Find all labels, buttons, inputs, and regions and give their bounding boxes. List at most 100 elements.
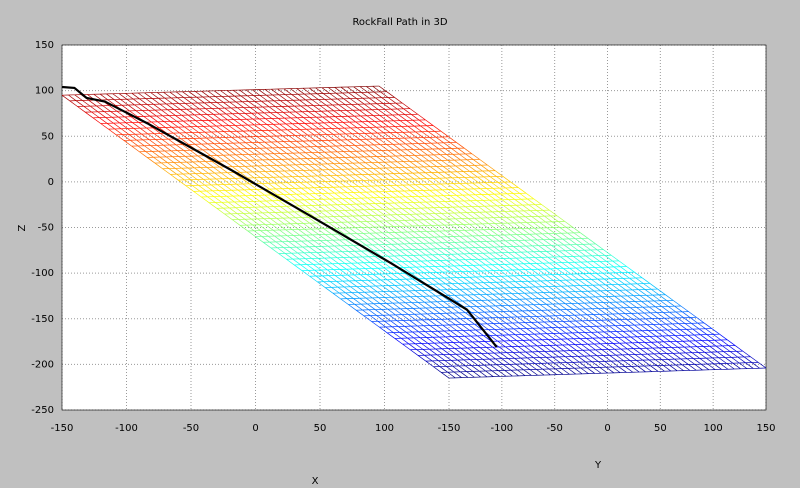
mesh-line	[323, 175, 332, 182]
mesh-line	[170, 174, 179, 181]
mesh-line	[190, 179, 199, 186]
mesh-line	[497, 287, 506, 295]
mesh-line	[537, 268, 546, 276]
mesh-line	[613, 290, 622, 297]
mesh-line	[446, 289, 455, 296]
mesh-line	[420, 284, 429, 291]
mesh-line	[375, 150, 384, 157]
mesh-line	[303, 252, 313, 259]
mesh-line	[449, 195, 458, 202]
mesh-line	[276, 165, 285, 172]
mesh-line	[669, 364, 678, 372]
mesh-line	[559, 280, 568, 287]
mesh-line	[254, 101, 263, 108]
mesh-line	[724, 357, 734, 364]
mesh-line	[612, 343, 622, 350]
mesh-line	[463, 171, 472, 178]
mesh-line	[473, 294, 482, 301]
mesh-line	[268, 106, 278, 113]
mesh-line	[330, 257, 339, 264]
mesh-line	[493, 299, 503, 306]
mesh-line	[522, 363, 531, 370]
mesh-line	[357, 209, 366, 216]
mesh-line	[425, 201, 434, 209]
mesh-line	[510, 340, 519, 347]
mesh-line	[393, 332, 402, 339]
mesh-line	[346, 110, 355, 117]
mesh-line	[221, 96, 230, 103]
mesh-line	[360, 115, 369, 122]
mesh-line	[610, 307, 620, 315]
mesh-line	[481, 353, 490, 360]
mesh-line	[159, 156, 168, 163]
mesh-line	[351, 157, 360, 164]
mesh-line	[307, 134, 316, 141]
mesh-line	[275, 106, 284, 113]
mesh-line	[579, 338, 589, 345]
mesh-line	[498, 317, 507, 324]
mesh-line	[327, 269, 336, 276]
mesh-line	[348, 92, 357, 99]
mesh-line	[693, 358, 702, 365]
mesh-line	[296, 223, 306, 230]
mesh-line	[475, 276, 484, 283]
mesh-line	[304, 123, 313, 130]
mesh-line	[571, 250, 580, 257]
mesh-line	[360, 221, 369, 228]
mesh-line	[428, 131, 437, 138]
mesh-line	[403, 214, 412, 221]
mesh-line	[362, 97, 371, 105]
mesh-line	[412, 308, 422, 315]
mesh-line	[382, 285, 391, 292]
mesh-line	[366, 221, 375, 228]
mesh-line	[201, 196, 210, 203]
mesh-line	[220, 90, 229, 97]
mesh-line	[228, 95, 237, 103]
mesh-line	[333, 216, 342, 223]
mesh-line	[329, 251, 338, 258]
mesh-line	[264, 89, 273, 96]
mesh-line	[99, 117, 108, 124]
mesh-line	[234, 95, 243, 103]
mesh-line	[493, 323, 502, 330]
mesh-line	[77, 106, 86, 113]
mesh-line	[313, 158, 322, 165]
mesh-line	[492, 211, 501, 218]
mesh-line	[375, 179, 384, 186]
mesh-line	[334, 192, 343, 199]
mesh-line	[487, 194, 496, 201]
mesh-line	[353, 139, 362, 146]
mesh-line	[215, 96, 224, 103]
mesh-line	[433, 313, 442, 320]
mesh-line	[256, 106, 265, 114]
mesh-line	[394, 338, 403, 345]
mesh-line	[540, 333, 549, 340]
mesh-line	[430, 142, 439, 150]
mesh-line	[628, 354, 637, 361]
mesh-line	[301, 240, 310, 248]
mesh-line	[249, 130, 258, 137]
mesh-line	[253, 230, 263, 237]
mesh-line	[278, 118, 287, 125]
mesh-line	[334, 87, 343, 94]
mesh-line	[383, 185, 392, 192]
mesh-line	[439, 260, 448, 267]
mesh-line	[551, 274, 560, 281]
mesh-line	[524, 292, 533, 300]
mesh-line	[517, 369, 526, 376]
mesh-line	[210, 184, 220, 191]
mesh-line	[581, 291, 590, 298]
mesh-line	[615, 354, 624, 362]
mesh-line	[362, 150, 371, 158]
mesh-line	[591, 308, 601, 315]
mesh-line	[534, 333, 543, 341]
mesh-line	[652, 347, 661, 354]
mesh-line	[470, 200, 479, 207]
mesh-line	[386, 250, 395, 257]
mesh-line	[346, 215, 355, 223]
mesh-line	[408, 290, 417, 297]
mesh-line	[349, 257, 358, 264]
mesh-line	[321, 193, 330, 200]
mesh-line	[331, 181, 340, 188]
mesh-line	[391, 244, 400, 251]
